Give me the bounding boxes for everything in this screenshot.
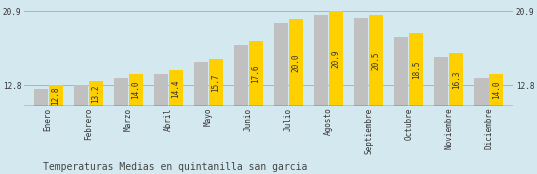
Bar [234,45,248,174]
Bar [489,74,503,174]
Bar [354,18,368,174]
Bar [434,57,448,174]
Bar [314,15,328,174]
Bar [194,62,208,174]
Bar [34,89,48,174]
Bar [449,53,463,174]
Bar [129,74,143,174]
Bar [289,19,303,174]
Bar [394,37,408,174]
Bar [329,11,343,174]
Bar [114,78,128,174]
Text: 15.7: 15.7 [211,73,220,92]
Bar [74,85,88,174]
Bar [475,78,489,174]
Bar [249,41,263,174]
Text: 12.8: 12.8 [51,86,60,105]
Text: 14.4: 14.4 [171,79,180,98]
Bar [274,23,288,174]
Bar [169,70,183,174]
Text: 20.5: 20.5 [372,51,381,70]
Bar [48,85,62,174]
Text: 20.0: 20.0 [292,53,300,72]
Bar [154,74,168,174]
Text: Temperaturas Medias en quintanilla san garcia: Temperaturas Medias en quintanilla san g… [43,162,307,172]
Text: 17.6: 17.6 [251,64,260,83]
Text: 14.0: 14.0 [131,81,140,99]
Bar [209,59,223,174]
Text: 18.5: 18.5 [412,60,420,79]
Text: 13.2: 13.2 [91,85,100,103]
Bar [409,33,423,174]
Text: 16.3: 16.3 [452,70,461,89]
Text: 14.0: 14.0 [492,81,501,99]
Text: 20.9: 20.9 [331,49,340,68]
Bar [89,81,103,174]
Bar [369,15,383,174]
